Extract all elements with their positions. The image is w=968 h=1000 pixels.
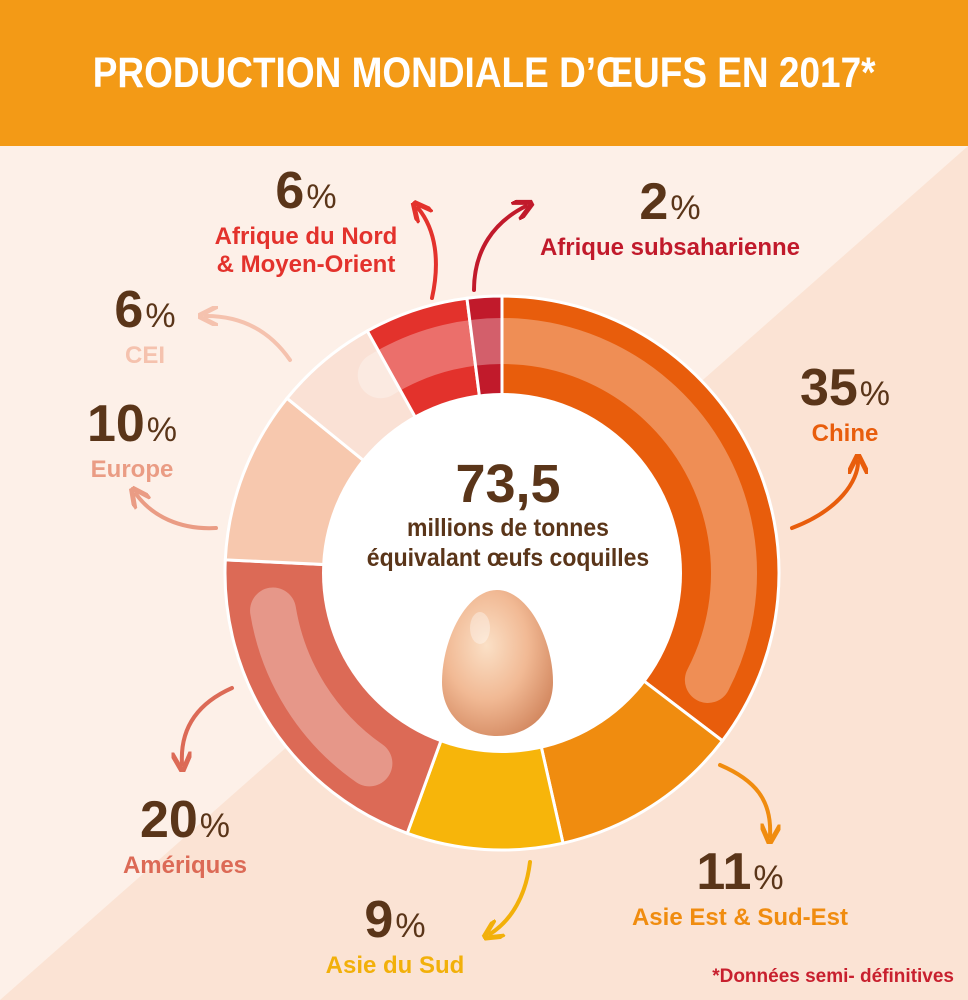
name-chine: Chine bbox=[811, 420, 879, 447]
arrow-europe bbox=[136, 494, 218, 531]
pct-cei: 6% bbox=[114, 281, 176, 339]
name-afrique-nord-line1: Afrique du Nord bbox=[214, 223, 398, 250]
center-total: 73,5 millions de tonnes équivalant œufs … bbox=[348, 455, 668, 573]
arrow-afrique-nord bbox=[418, 208, 438, 300]
center-value: 73,5 bbox=[455, 454, 561, 514]
pct-ameriques: 20% bbox=[139, 791, 231, 849]
label-asie-est: 11% Asie Est & Sud-Est bbox=[600, 846, 880, 932]
label-chine: 35% Chine bbox=[780, 362, 910, 448]
arrow-afrique-sub bbox=[472, 206, 526, 292]
label-europe: 10% Europe bbox=[62, 398, 202, 484]
arrow-cei bbox=[206, 316, 292, 362]
footnote: *Données semi- définitives bbox=[712, 966, 954, 987]
arrow-chine bbox=[790, 462, 858, 530]
name-afrique-sub: Afrique subsaharienne bbox=[539, 234, 801, 261]
name-asie-sud: Asie du Sud bbox=[325, 952, 465, 979]
pct-chine: 35% bbox=[799, 359, 891, 417]
highlight-band-top bbox=[357, 318, 757, 703]
pct-afrique-sub: 2% bbox=[639, 173, 701, 231]
pct-afrique-nord: 6% bbox=[275, 162, 337, 220]
highlight-band-bottom bbox=[250, 587, 393, 787]
pct-europe: 10% bbox=[86, 395, 178, 453]
pct-asie-est: 11% bbox=[696, 843, 784, 901]
name-europe: Europe bbox=[90, 456, 174, 483]
egg-icon bbox=[442, 590, 553, 736]
label-afrique-sub: 2% Afrique subsaharienne bbox=[520, 176, 820, 262]
center-unit-line2: équivalant œufs coquilles bbox=[366, 544, 650, 572]
label-cei: 6% CEI bbox=[90, 284, 200, 370]
name-asie-est: Asie Est & Sud-Est bbox=[631, 904, 849, 931]
label-ameriques: 20% Amériques bbox=[100, 794, 270, 880]
header-banner: PRODUCTION MONDIALE D’ŒUFS EN 2017* bbox=[0, 0, 968, 146]
center-unit-line1: millions de tonnes bbox=[407, 514, 609, 542]
pct-asie-sud: 9% bbox=[364, 891, 426, 949]
label-afrique-nord: 6% Afrique du Nord & Moyen-Orient bbox=[196, 165, 416, 279]
name-cei: CEI bbox=[124, 342, 165, 369]
arrow-asie-est bbox=[718, 763, 770, 836]
chart-center-disc bbox=[322, 393, 682, 753]
label-asie-sud: 9% Asie du Sud bbox=[300, 894, 490, 980]
arrow-asie-sud bbox=[490, 860, 532, 934]
page-title: PRODUCTION MONDIALE D’ŒUFS EN 2017* bbox=[92, 48, 876, 97]
name-ameriques: Amériques bbox=[122, 852, 248, 879]
name-afrique-nord-line2: & Moyen-Orient bbox=[216, 251, 396, 278]
arrow-ameriques bbox=[182, 686, 234, 764]
